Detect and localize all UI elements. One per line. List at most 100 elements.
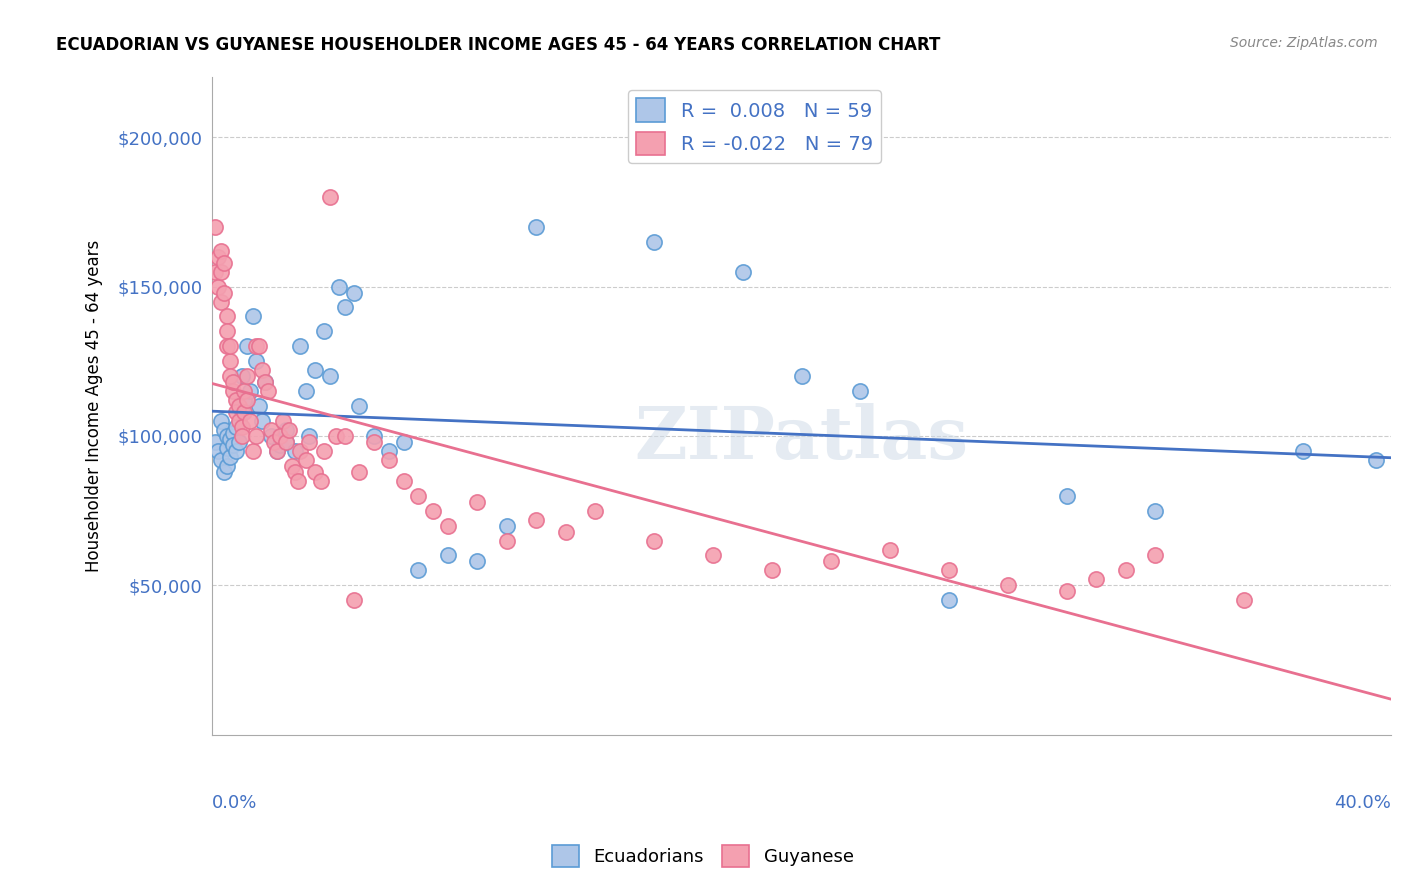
Point [849, 384, 872, 399]
Point [247, 339, 270, 353]
Point [524, 513, 547, 527]
Point [554, 524, 576, 539]
Point [236, 393, 259, 408]
Point [761, 563, 783, 577]
Point [342, 285, 364, 300]
Point [295, 384, 318, 399]
Point [363, 429, 385, 443]
Point [218, 432, 240, 446]
Point [254, 375, 277, 389]
Point [221, 425, 243, 440]
Point [277, 423, 299, 437]
Point [284, 444, 307, 458]
Point [257, 384, 280, 399]
Point [342, 593, 364, 607]
Point [260, 423, 283, 437]
Point [239, 414, 262, 428]
Point [274, 434, 297, 449]
Point [1291, 444, 1313, 458]
Point [254, 375, 277, 389]
Point [215, 458, 238, 473]
Point [266, 444, 288, 458]
Point [215, 325, 238, 339]
Point [319, 369, 342, 384]
Point [363, 434, 385, 449]
Point [260, 429, 283, 443]
Point [465, 554, 488, 568]
Point [207, 250, 229, 264]
Point [245, 429, 267, 443]
Point [233, 384, 256, 399]
Point [207, 444, 229, 458]
Point [304, 363, 326, 377]
Point [790, 369, 813, 384]
Point [245, 354, 267, 368]
Point [408, 563, 430, 577]
Point [349, 399, 371, 413]
Point [298, 429, 321, 443]
Point [333, 301, 356, 315]
Point [209, 294, 232, 309]
Point [1365, 453, 1388, 467]
Point [212, 465, 235, 479]
Point [938, 563, 960, 577]
Point [218, 354, 240, 368]
Point [643, 235, 665, 249]
Point [422, 503, 444, 517]
Point [225, 420, 247, 434]
Point [204, 219, 226, 234]
Point [298, 434, 321, 449]
Point [269, 438, 291, 452]
Point [212, 255, 235, 269]
Point [997, 578, 1019, 592]
Point [378, 453, 401, 467]
Point [319, 190, 342, 204]
Text: 0.0%: 0.0% [212, 794, 257, 812]
Point [392, 434, 415, 449]
Point [228, 399, 250, 413]
Point [218, 450, 240, 464]
Point [236, 369, 259, 384]
Point [583, 503, 606, 517]
Point [212, 423, 235, 437]
Point [274, 434, 297, 449]
Point [731, 265, 754, 279]
Point [207, 279, 229, 293]
Point [215, 441, 238, 455]
Point [266, 444, 288, 458]
Point [231, 420, 253, 434]
Point [271, 414, 294, 428]
Point [233, 393, 256, 408]
Point [245, 339, 267, 353]
Point [215, 429, 238, 443]
Point [643, 533, 665, 548]
Point [309, 474, 332, 488]
Point [465, 494, 488, 508]
Text: ECUADORIAN VS GUYANESE HOUSEHOLDER INCOME AGES 45 - 64 YEARS CORRELATION CHART: ECUADORIAN VS GUYANESE HOUSEHOLDER INCOM… [56, 36, 941, 54]
Point [231, 405, 253, 419]
Point [221, 438, 243, 452]
Point [231, 429, 253, 443]
Point [221, 384, 243, 399]
Point [218, 339, 240, 353]
Point [1115, 563, 1137, 577]
Point [1056, 489, 1078, 503]
Point [215, 339, 238, 353]
Point [287, 474, 309, 488]
Point [204, 265, 226, 279]
Text: Source: ZipAtlas.com: Source: ZipAtlas.com [1230, 36, 1378, 50]
Point [495, 518, 517, 533]
Point [269, 429, 291, 443]
Point [204, 434, 226, 449]
Point [437, 518, 460, 533]
Point [304, 465, 326, 479]
Point [1233, 593, 1256, 607]
Point [250, 414, 273, 428]
Point [392, 474, 415, 488]
Point [221, 375, 243, 389]
Point [328, 279, 350, 293]
Point [333, 429, 356, 443]
Point [209, 453, 232, 467]
Point [1085, 573, 1108, 587]
Point [312, 325, 335, 339]
